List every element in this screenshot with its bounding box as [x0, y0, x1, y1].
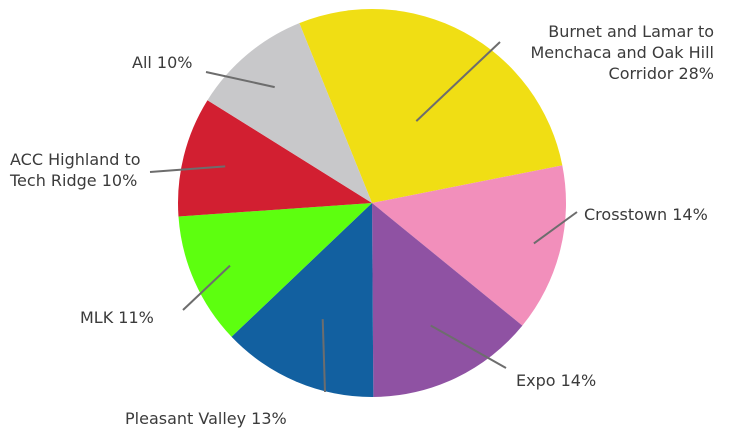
slice-label-crosstown: Crosstown 14%: [584, 205, 708, 224]
leader-line-expo: [430, 324, 507, 369]
slice-label-line: Menchaca and Oak Hill: [530, 43, 714, 62]
leader-line-acc-highland-to-tech-ridge: [149, 165, 226, 173]
slice-label-line: MLK 11%: [80, 308, 154, 327]
slice-label-line: Corridor 28%: [609, 64, 714, 83]
leader-lines: [149, 41, 578, 393]
slice-label-line: Crosstown 14%: [584, 205, 708, 224]
slice-label-mlk: MLK 11%: [80, 308, 154, 327]
slice-label-line: ACC Highland to: [10, 150, 141, 169]
pie-slice-crosstown: [372, 165, 567, 326]
pie-slice-pleasant-valley: [231, 203, 374, 398]
slice-label-line: Burnet and Lamar to: [548, 22, 714, 41]
slice-label-line: Pleasant Valley 13%: [125, 409, 287, 428]
leader-line-pleasant-valley: [321, 319, 326, 393]
pie-slices: [177, 9, 567, 398]
slice-label-line: All 10%: [132, 53, 192, 72]
slice-label-expo: Expo 14%: [516, 371, 596, 390]
slice-label-line: Tech Ridge 10%: [9, 171, 137, 190]
slice-label-all: All 10%: [132, 53, 192, 72]
pie-slice-burnet-and-lamar-to-menchaca-and-oak-hill-corridor: [299, 9, 563, 204]
leader-line-mlk: [182, 264, 231, 311]
leader-line-all: [205, 71, 275, 89]
slice-label-line: Expo 14%: [516, 371, 596, 390]
pie-slice-mlk: [178, 203, 372, 337]
slice-label-acc-highland-to-tech-ridge: ACC Highland to Tech Ridge 10%: [9, 150, 141, 190]
slice-labels: Burnet and Lamar to Menchaca and Oak Hill…: [9, 22, 714, 428]
slice-label-pleasant-valley: Pleasant Valley 13%: [125, 409, 287, 428]
pie-slice-all: [207, 23, 372, 203]
slice-label-burnet-and-lamar-to-menchaca-and-oak-hill-corridor: Burnet and Lamar to Menchaca and Oak Hill…: [530, 22, 714, 83]
leader-line-burnet-and-lamar-to-menchaca-and-oak-hill-corridor: [415, 41, 501, 122]
pie-slice-acc-highland-to-tech-ridge: [177, 100, 372, 217]
pie-slice-expo: [372, 203, 523, 397]
leader-line-crosstown: [533, 211, 578, 245]
